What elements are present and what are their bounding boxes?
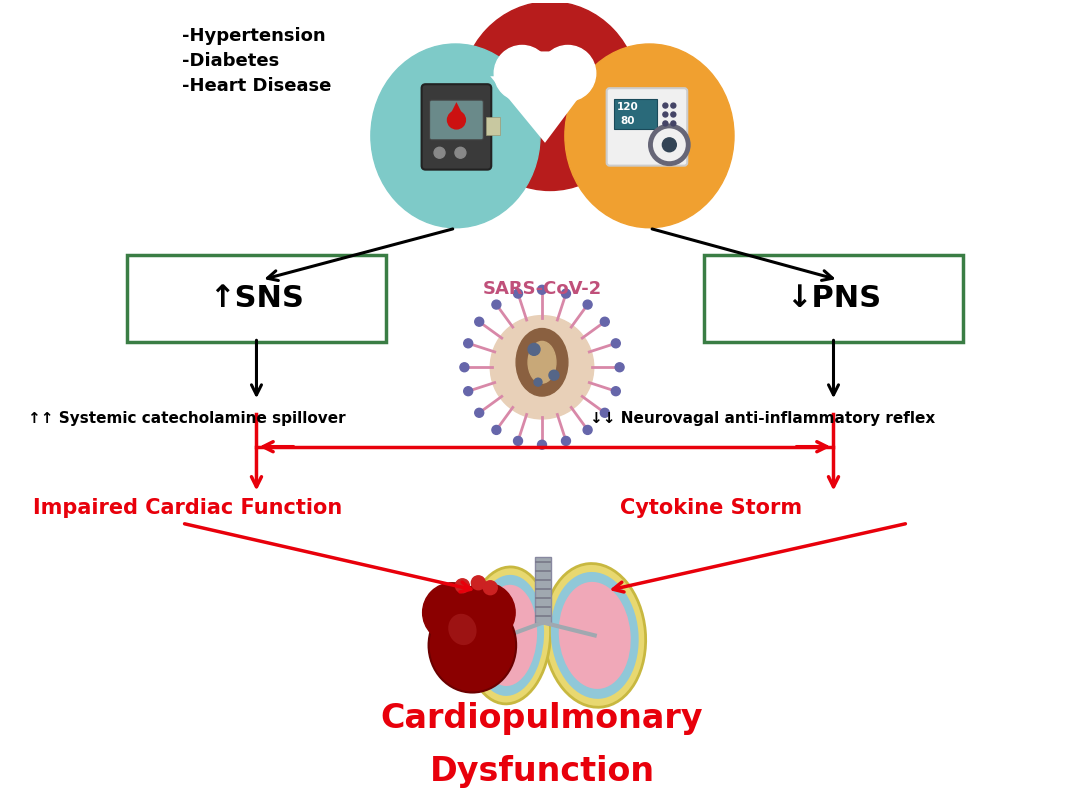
Text: ↑↑ Systemic catecholamine spillover: ↑↑ Systemic catecholamine spillover (28, 411, 346, 426)
Circle shape (483, 581, 498, 595)
Text: ↓↓ Neurovagal anti-inflammatory reflex: ↓↓ Neurovagal anti-inflammatory reflex (590, 411, 935, 426)
Ellipse shape (473, 575, 544, 696)
Circle shape (423, 582, 482, 642)
Circle shape (464, 387, 473, 396)
Text: Cytokine Storm: Cytokine Storm (620, 498, 802, 519)
Ellipse shape (551, 572, 638, 699)
Circle shape (490, 316, 594, 419)
Ellipse shape (371, 44, 540, 227)
Circle shape (671, 121, 675, 126)
Text: Dysfunction: Dysfunction (429, 755, 655, 788)
Circle shape (455, 582, 515, 642)
Ellipse shape (528, 341, 556, 383)
Polygon shape (448, 102, 465, 120)
Circle shape (601, 409, 609, 417)
Ellipse shape (516, 328, 568, 396)
Ellipse shape (461, 2, 640, 190)
Circle shape (514, 289, 522, 298)
Ellipse shape (479, 585, 537, 686)
Text: ↓PNS: ↓PNS (786, 284, 881, 313)
Circle shape (583, 426, 592, 434)
Circle shape (455, 147, 466, 159)
Ellipse shape (565, 44, 734, 227)
Circle shape (663, 103, 668, 108)
Text: Cardiopulmonary: Cardiopulmonary (380, 702, 704, 735)
Circle shape (562, 289, 570, 298)
FancyBboxPatch shape (127, 255, 386, 342)
Circle shape (464, 339, 473, 348)
FancyBboxPatch shape (705, 255, 963, 342)
Circle shape (671, 103, 675, 108)
Ellipse shape (428, 598, 516, 693)
Text: 120: 120 (617, 102, 638, 112)
Circle shape (663, 112, 668, 117)
Circle shape (528, 344, 540, 355)
FancyBboxPatch shape (487, 117, 500, 135)
Circle shape (455, 578, 469, 593)
Circle shape (492, 300, 501, 309)
Text: Impaired Cardiac Function: Impaired Cardiac Function (33, 498, 341, 519)
Circle shape (434, 147, 446, 159)
Ellipse shape (449, 614, 477, 645)
Text: ↑SNS: ↑SNS (209, 284, 304, 313)
FancyBboxPatch shape (422, 84, 491, 170)
Text: 80: 80 (620, 116, 635, 126)
Circle shape (460, 362, 469, 371)
Circle shape (534, 378, 542, 386)
Circle shape (611, 387, 620, 396)
Ellipse shape (466, 567, 551, 704)
FancyBboxPatch shape (614, 100, 657, 129)
FancyBboxPatch shape (429, 100, 483, 140)
Polygon shape (522, 52, 568, 74)
Text: SARS-CoV-2: SARS-CoV-2 (482, 280, 602, 298)
Circle shape (671, 112, 675, 117)
Circle shape (662, 138, 676, 152)
Ellipse shape (544, 564, 646, 707)
Circle shape (540, 45, 596, 101)
Circle shape (611, 339, 620, 348)
Circle shape (492, 426, 501, 434)
Circle shape (472, 576, 486, 590)
Circle shape (475, 317, 483, 326)
Circle shape (494, 45, 550, 101)
Text: -Hypertension
-Diabetes
-Heart Disease: -Hypertension -Diabetes -Heart Disease (182, 27, 332, 95)
Circle shape (615, 362, 624, 371)
Circle shape (475, 409, 483, 417)
Polygon shape (490, 76, 595, 143)
Circle shape (601, 317, 609, 326)
Circle shape (514, 437, 522, 446)
FancyBboxPatch shape (535, 557, 551, 624)
Circle shape (549, 371, 559, 380)
Ellipse shape (558, 582, 631, 689)
Circle shape (663, 121, 668, 126)
Polygon shape (430, 612, 511, 646)
Circle shape (448, 111, 465, 129)
FancyBboxPatch shape (607, 88, 687, 166)
Circle shape (538, 286, 546, 294)
Circle shape (538, 440, 546, 449)
Circle shape (562, 437, 570, 446)
Circle shape (583, 300, 592, 309)
